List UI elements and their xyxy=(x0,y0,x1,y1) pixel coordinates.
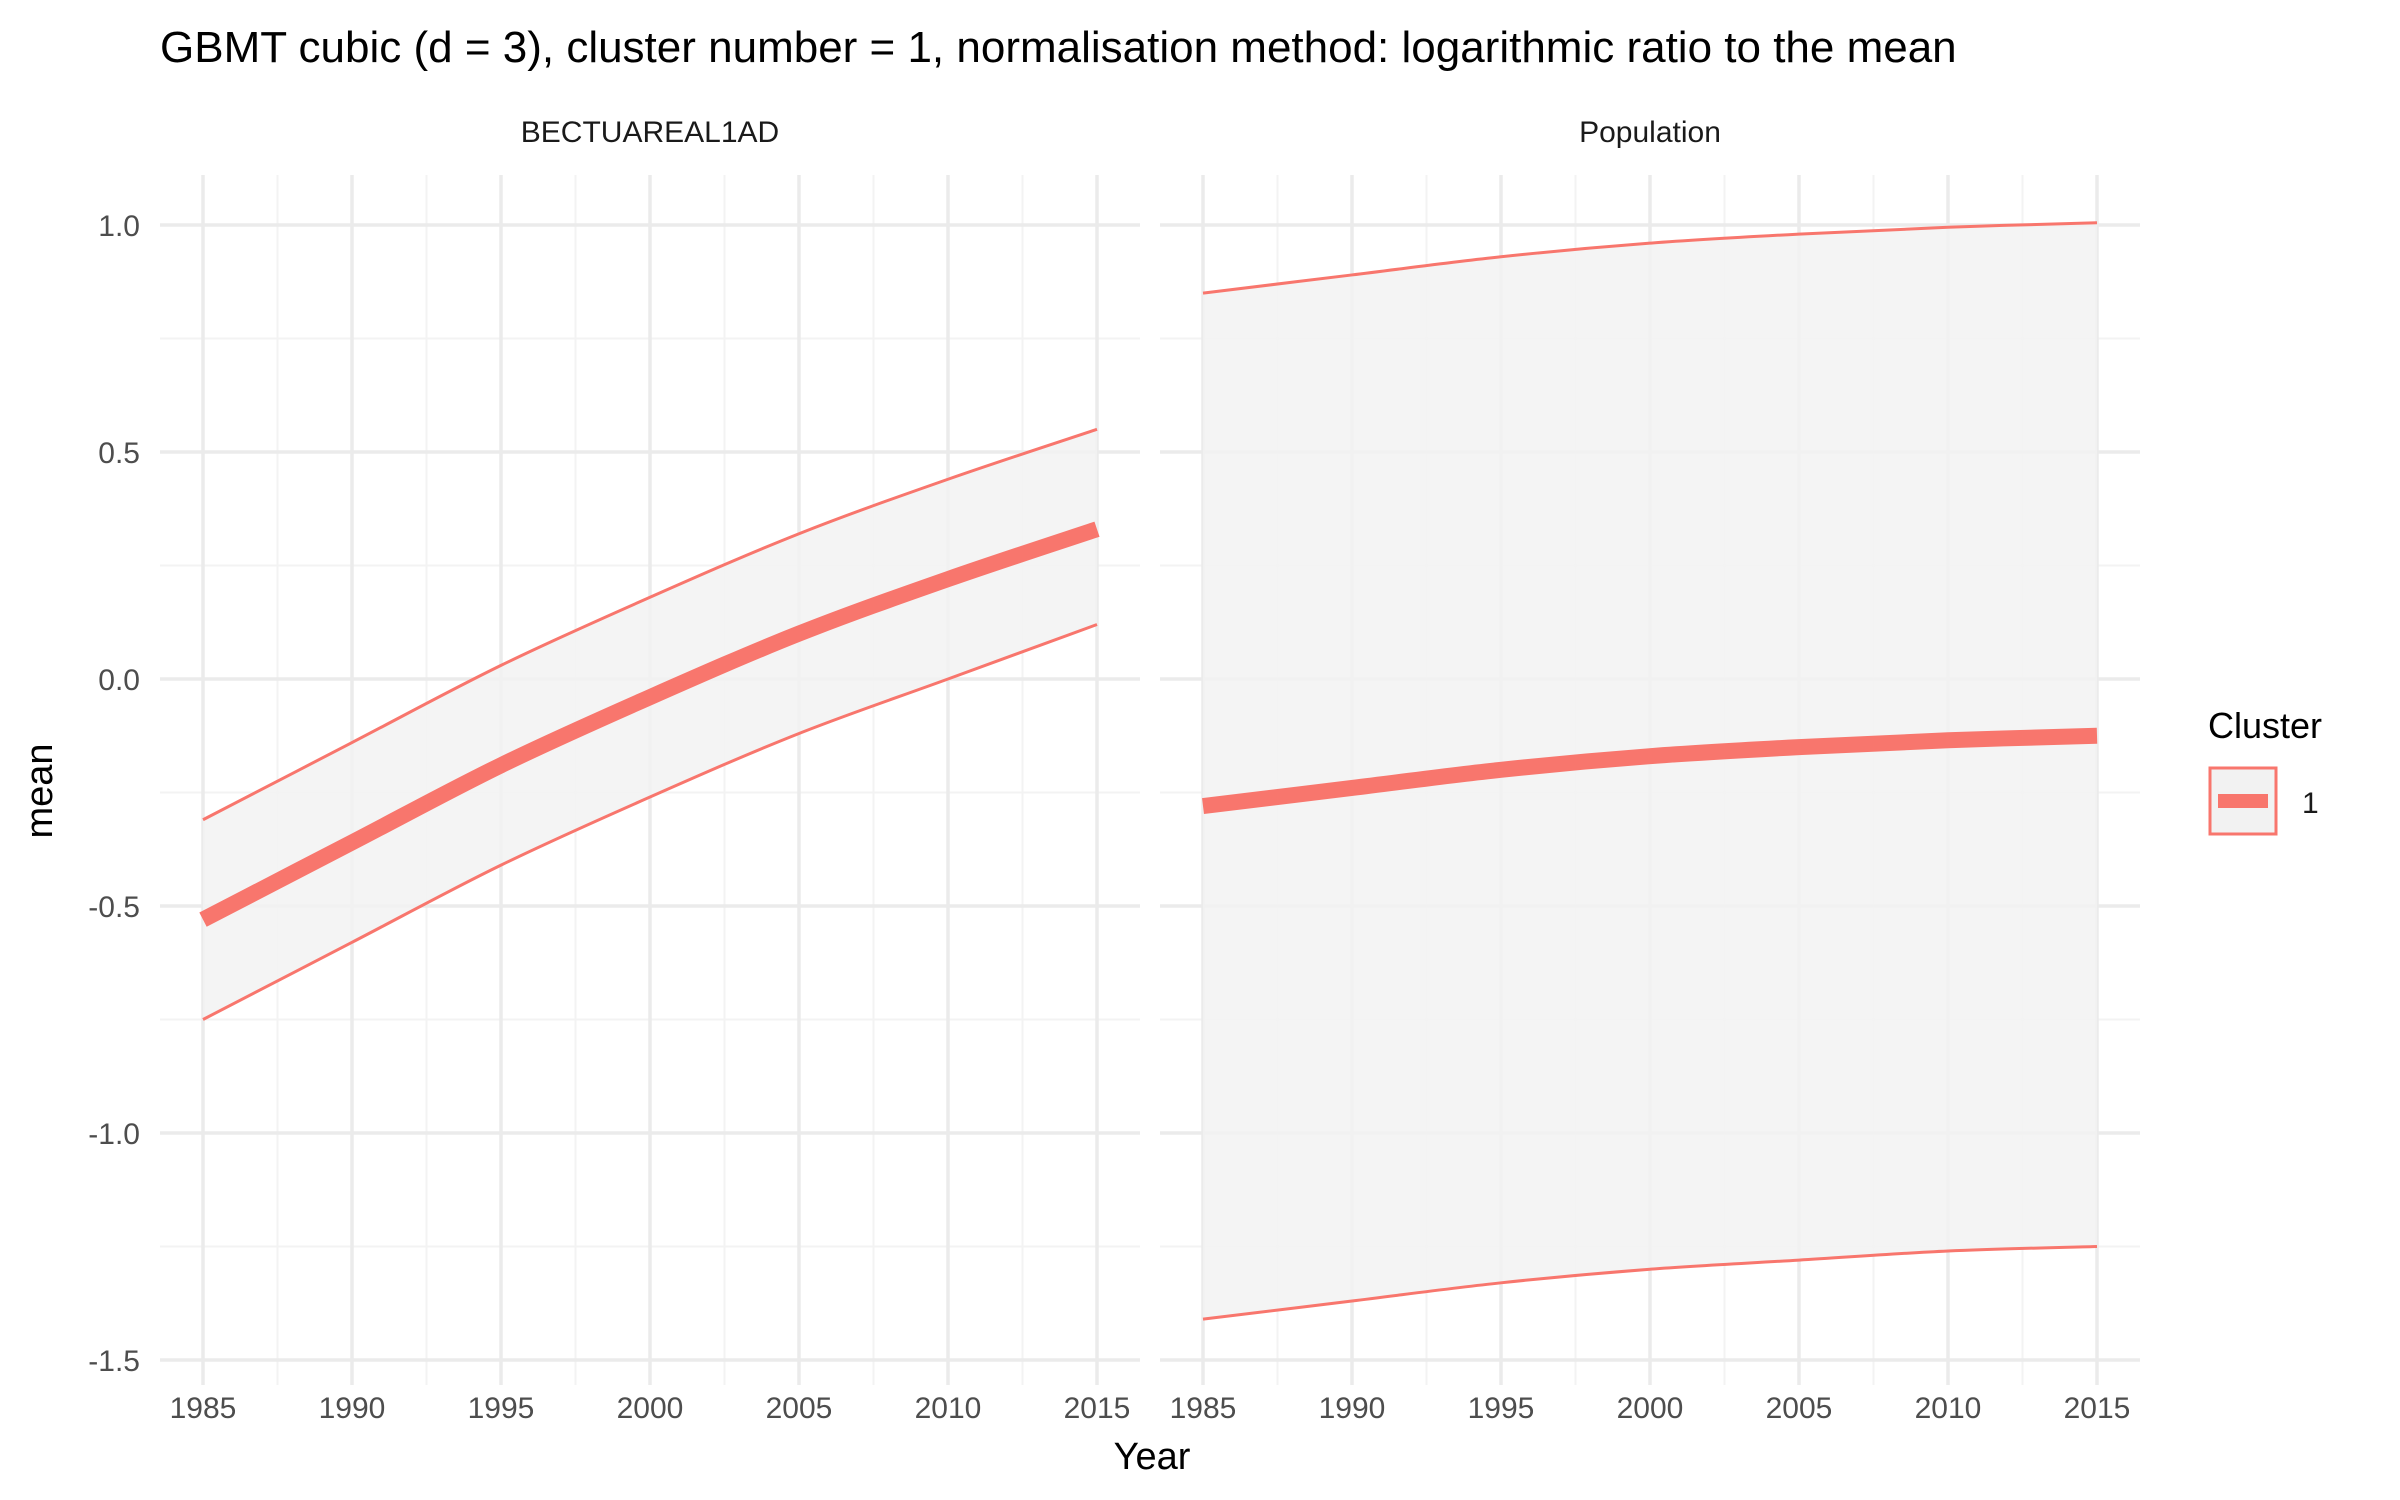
x-axis-label: Year xyxy=(1114,1436,1191,1478)
y-tick-label: -0.5 xyxy=(88,891,140,924)
x-tick-label: 2015 xyxy=(1064,1392,1131,1425)
x-tick-label: 1990 xyxy=(1319,1392,1386,1425)
x-tick-label: 1990 xyxy=(319,1392,386,1425)
chart-title: GBMT cubic (d = 3), cluster number = 1, … xyxy=(160,23,1957,72)
panel-bectuareal1ad: BECTUAREAL1AD 1985 1990 1995 2000 2005 2010 201… xyxy=(88,116,1140,1425)
upper-bound-line xyxy=(202,427,1098,822)
legend: Cluster 1 xyxy=(2208,705,2322,836)
legend-title: Cluster xyxy=(2208,705,2322,746)
upper-bound-line xyxy=(1202,221,2098,295)
x-tick-label: 2010 xyxy=(1915,1392,1982,1425)
lower-bound-line xyxy=(1202,1245,2098,1321)
mean-line xyxy=(1202,727,2098,815)
x-tick-label: 2000 xyxy=(617,1392,684,1425)
x-tick-label: 2010 xyxy=(915,1392,982,1425)
lower-bound-line xyxy=(202,623,1098,1021)
x-tick-label: 2015 xyxy=(2064,1392,2131,1425)
y-axis-label: mean xyxy=(19,743,61,838)
mean-line xyxy=(199,521,1100,927)
y-tick-label: -1.5 xyxy=(88,1345,140,1378)
y-tick-label: 1.0 xyxy=(98,210,140,243)
x-tick-label: 1995 xyxy=(1468,1392,1535,1425)
x-tick-label: 2000 xyxy=(1617,1392,1684,1425)
x-tick-label: 1985 xyxy=(170,1392,237,1425)
x-tick-label: 1995 xyxy=(468,1392,535,1425)
facet-label: Population xyxy=(1579,116,1721,149)
x-tick-label: 1985 xyxy=(1170,1392,1237,1425)
y-tick-label: -1.0 xyxy=(88,1118,140,1151)
y-tick-label: 0.5 xyxy=(98,437,140,470)
x-tick-label: 2005 xyxy=(1766,1392,1833,1425)
legend-label-1: 1 xyxy=(2302,787,2319,820)
facet-label: BECTUAREAL1AD xyxy=(521,116,779,149)
panel-population: Population 1985 1990 1995 2000 2005 2010 2015 xyxy=(1160,116,2140,1425)
confidence-band xyxy=(203,429,1097,1020)
y-tick-label: 0.0 xyxy=(98,664,140,697)
confidence-band xyxy=(1203,222,2097,1320)
x-tick-label: 2005 xyxy=(766,1392,833,1425)
